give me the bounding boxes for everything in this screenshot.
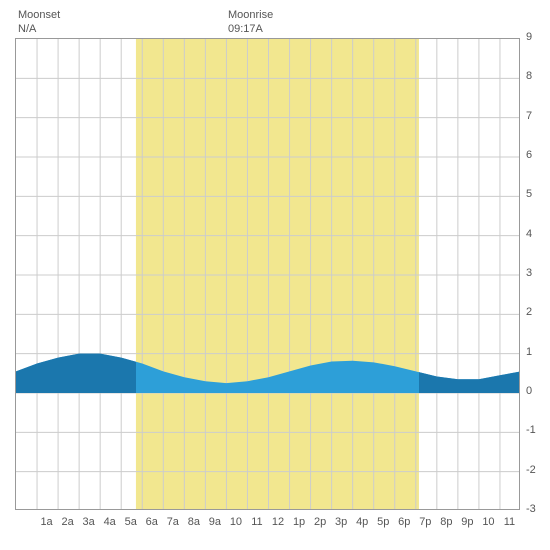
- x-tick-label: 9p: [461, 516, 473, 528]
- x-tick-label: 5a: [125, 516, 137, 528]
- x-tick-label: 11: [251, 516, 262, 528]
- moonrise-value: 09:17A: [228, 22, 273, 36]
- x-tick-label: 10: [230, 516, 242, 528]
- x-tick-label: 4a: [104, 516, 116, 528]
- x-tick-label: 8a: [188, 516, 200, 528]
- tide-chart: { "moonset": { "label": "Moonset", "valu…: [0, 0, 550, 550]
- plot-area: [15, 38, 520, 510]
- y-tick-label: 2: [526, 306, 532, 318]
- x-tick-label: 11: [504, 516, 515, 528]
- y-tick-label: -3: [526, 503, 536, 515]
- moonset-value: N/A: [18, 22, 60, 36]
- x-tick-label: 3p: [335, 516, 347, 528]
- moonset-label: Moonset: [18, 8, 60, 22]
- y-tick-label: 0: [526, 385, 532, 397]
- x-tick-label: 5p: [377, 516, 389, 528]
- moonrise-block: Moonrise 09:17A: [228, 8, 273, 36]
- y-tick-label: 8: [526, 70, 532, 82]
- x-tick-label: 6p: [398, 516, 410, 528]
- moonset-block: Moonset N/A: [18, 8, 60, 36]
- y-tick-label: 7: [526, 110, 532, 122]
- y-tick-label: 9: [526, 31, 532, 43]
- x-tick-label: 12: [272, 516, 284, 528]
- y-tick-label: 4: [526, 228, 532, 240]
- y-tick-label: 1: [526, 346, 532, 358]
- x-tick-label: 1a: [40, 516, 52, 528]
- y-tick-label: -2: [526, 464, 536, 476]
- moonrise-label: Moonrise: [228, 8, 273, 22]
- x-tick-label: 2p: [314, 516, 326, 528]
- x-tick-label: 7p: [419, 516, 431, 528]
- x-tick-label: 3a: [83, 516, 95, 528]
- y-tick-label: 3: [526, 267, 532, 279]
- y-tick-label: 5: [526, 188, 532, 200]
- y-tick-label: -1: [526, 424, 536, 436]
- y-tick-label: 6: [526, 149, 532, 161]
- x-tick-label: 10: [482, 516, 494, 528]
- x-tick-label: 1p: [293, 516, 305, 528]
- x-tick-label: 7a: [167, 516, 179, 528]
- x-tick-label: 2a: [61, 516, 73, 528]
- x-tick-label: 8p: [440, 516, 452, 528]
- x-tick-label: 4p: [356, 516, 368, 528]
- x-tick-label: 6a: [146, 516, 158, 528]
- x-tick-label: 9a: [209, 516, 221, 528]
